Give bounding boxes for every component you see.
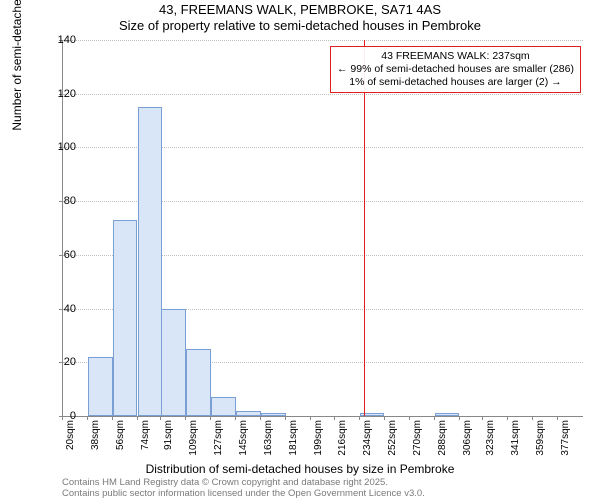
xtick-label: 199sqm	[313, 420, 324, 470]
reference-line	[364, 40, 365, 416]
xtick-label: 74sqm	[140, 420, 151, 470]
histogram-bar	[186, 349, 211, 416]
xtick-mark	[235, 416, 236, 420]
histogram-bar	[261, 413, 286, 416]
xtick-mark	[185, 416, 186, 420]
xtick-mark	[482, 416, 483, 420]
xtick-label: 306sqm	[462, 420, 473, 470]
xtick-label: 270sqm	[412, 420, 423, 470]
chart-container: 43, FREEMANS WALK, PEMBROKE, SA71 4AS Si…	[0, 0, 600, 500]
xtick-mark	[285, 416, 286, 420]
xtick-label: 288sqm	[437, 420, 448, 470]
xtick-mark	[507, 416, 508, 420]
histogram-bar	[435, 413, 460, 416]
xtick-mark	[459, 416, 460, 420]
ytick-label: 40	[46, 303, 76, 315]
histogram-bar	[138, 107, 163, 416]
xtick-mark	[210, 416, 211, 420]
annotation-line: ← 99% of semi-detached houses are smalle…	[337, 63, 574, 76]
xtick-label: 234sqm	[362, 420, 373, 470]
xtick-mark	[87, 416, 88, 420]
ytick-label: 60	[46, 249, 76, 261]
xtick-mark	[434, 416, 435, 420]
xtick-label: 163sqm	[263, 420, 274, 470]
xtick-label: 109sqm	[188, 420, 199, 470]
xtick-mark	[557, 416, 558, 420]
title-block: 43, FREEMANS WALK, PEMBROKE, SA71 4AS Si…	[0, 2, 600, 33]
xtick-label: 216sqm	[337, 420, 348, 470]
xtick-mark	[532, 416, 533, 420]
histogram-bar	[161, 309, 186, 416]
ytick-label: 20	[46, 356, 76, 368]
xtick-mark	[137, 416, 138, 420]
xtick-mark	[260, 416, 261, 420]
footer-line2: Contains public sector information licen…	[62, 489, 425, 500]
xtick-mark	[112, 416, 113, 420]
ytick-label: 80	[46, 195, 76, 207]
xtick-label: 341sqm	[510, 420, 521, 470]
xtick-label: 359sqm	[535, 420, 546, 470]
xtick-label: 377sqm	[560, 420, 571, 470]
xtick-label: 323sqm	[485, 420, 496, 470]
title-line2: Size of property relative to semi-detach…	[0, 18, 600, 33]
xtick-mark	[160, 416, 161, 420]
xtick-label: 20sqm	[65, 420, 76, 470]
histogram-bar	[211, 397, 236, 416]
annotation-box: 43 FREEMANS WALK: 237sqm← 99% of semi-de…	[330, 46, 581, 93]
xtick-label: 181sqm	[288, 420, 299, 470]
ytick-label: 120	[46, 88, 76, 100]
xtick-mark	[359, 416, 360, 420]
grid-line	[63, 94, 583, 95]
xtick-mark	[409, 416, 410, 420]
histogram-bar	[113, 220, 138, 416]
histogram-bar	[88, 357, 113, 416]
histogram-bar	[236, 411, 261, 416]
xtick-label: 145sqm	[238, 420, 249, 470]
ytick-label: 140	[46, 34, 76, 46]
xtick-label: 252sqm	[387, 420, 398, 470]
xtick-label: 38sqm	[90, 420, 101, 470]
credits-footer: Contains HM Land Registry data © Crown c…	[62, 478, 425, 500]
title-line1: 43, FREEMANS WALK, PEMBROKE, SA71 4AS	[0, 2, 600, 17]
xtick-label: 127sqm	[213, 420, 224, 470]
annotation-line: 1% of semi-detached houses are larger (2…	[337, 76, 574, 89]
y-axis-label: Number of semi-detached properties	[10, 0, 24, 131]
grid-line	[63, 40, 583, 41]
annotation-line: 43 FREEMANS WALK: 237sqm	[337, 50, 574, 63]
xtick-mark	[384, 416, 385, 420]
xtick-mark	[334, 416, 335, 420]
plot-area: 43 FREEMANS WALK: 237sqm← 99% of semi-de…	[62, 40, 583, 417]
ytick-label: 100	[46, 141, 76, 153]
xtick-label: 91sqm	[163, 420, 174, 470]
xtick-mark	[62, 416, 63, 420]
xtick-mark	[310, 416, 311, 420]
xtick-label: 56sqm	[115, 420, 126, 470]
